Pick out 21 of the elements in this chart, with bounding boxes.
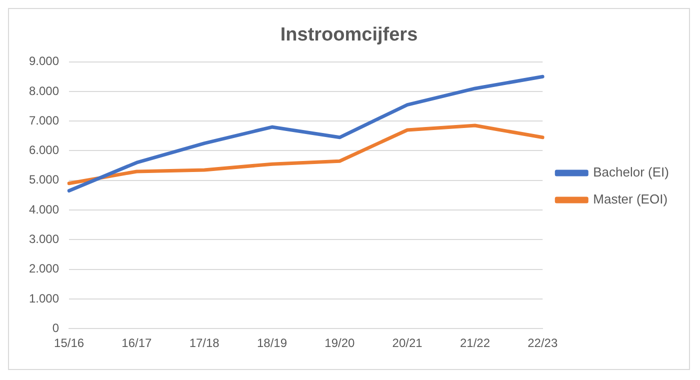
x-tick-label: 21/22 — [460, 336, 490, 350]
x-tick-label: 20/21 — [392, 336, 423, 350]
chart-title: Instroomcijfers — [280, 24, 418, 46]
y-tick-label: 1.000 — [29, 291, 60, 306]
legend-label: Bachelor (EI) — [593, 164, 670, 180]
y-tick-label: 5.000 — [29, 172, 60, 187]
x-tick-label: 22/23 — [528, 336, 558, 350]
y-tick-label: 8.000 — [29, 84, 60, 98]
x-tick-label: 18/19 — [256, 336, 288, 350]
y-tick-label: 4.000 — [29, 202, 60, 216]
y-tick-label: 3.000 — [29, 232, 60, 246]
y-tick-label: 0 — [52, 320, 60, 335]
legend-label: Master (EOI) — [593, 192, 668, 207]
x-tick-label: 17/18 — [189, 336, 220, 350]
y-tick-label: 6.000 — [29, 143, 60, 158]
y-tick-label: 2.000 — [29, 262, 60, 276]
y-tick-label: 7.000 — [29, 113, 60, 128]
x-tick-label: 19/20 — [324, 336, 356, 350]
y-tick-label: 9.000 — [29, 54, 60, 68]
x-tick-label: 16/17 — [122, 336, 152, 350]
x-tick-label: 15/16 — [54, 336, 84, 350]
